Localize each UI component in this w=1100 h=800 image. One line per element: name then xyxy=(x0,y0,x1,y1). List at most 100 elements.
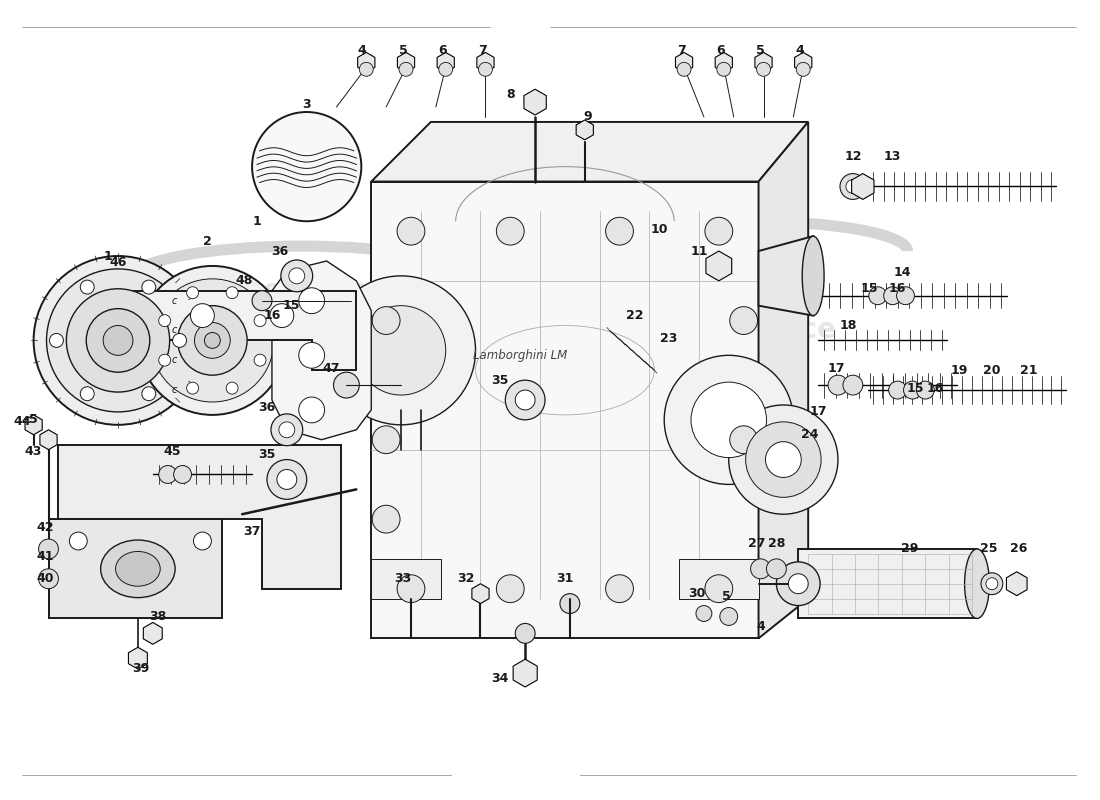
Text: eurosource: eurosource xyxy=(661,317,837,345)
Polygon shape xyxy=(759,236,813,315)
Circle shape xyxy=(903,381,922,399)
Circle shape xyxy=(846,179,860,194)
Text: 37: 37 xyxy=(243,525,261,538)
Polygon shape xyxy=(40,430,57,450)
Circle shape xyxy=(254,314,266,326)
Polygon shape xyxy=(372,122,808,182)
Circle shape xyxy=(39,569,58,589)
Text: 34: 34 xyxy=(492,671,509,685)
Circle shape xyxy=(505,380,544,420)
Circle shape xyxy=(678,62,691,76)
Text: 5: 5 xyxy=(723,590,732,603)
Polygon shape xyxy=(472,584,490,603)
Circle shape xyxy=(142,386,156,401)
Circle shape xyxy=(267,459,307,499)
Circle shape xyxy=(560,594,580,614)
Circle shape xyxy=(299,397,324,423)
Circle shape xyxy=(190,304,214,327)
Circle shape xyxy=(227,286,238,298)
Text: 42: 42 xyxy=(36,521,54,534)
Text: 15: 15 xyxy=(861,282,879,295)
Polygon shape xyxy=(524,89,547,115)
Circle shape xyxy=(151,279,274,402)
Text: 24: 24 xyxy=(802,428,818,442)
Polygon shape xyxy=(799,549,977,618)
Polygon shape xyxy=(513,659,537,687)
Text: 27: 27 xyxy=(748,538,766,550)
Text: 45: 45 xyxy=(164,445,182,458)
Text: 12: 12 xyxy=(844,150,861,163)
Circle shape xyxy=(34,256,202,425)
Polygon shape xyxy=(372,559,441,598)
Polygon shape xyxy=(706,251,732,281)
Circle shape xyxy=(869,286,887,305)
Circle shape xyxy=(691,382,767,458)
Text: 30: 30 xyxy=(689,587,706,600)
Polygon shape xyxy=(358,53,375,72)
Circle shape xyxy=(187,286,199,298)
Text: 4: 4 xyxy=(356,44,365,57)
Text: 47: 47 xyxy=(322,362,340,374)
Circle shape xyxy=(280,260,312,292)
Text: 6: 6 xyxy=(439,44,447,57)
Text: 16: 16 xyxy=(926,382,944,394)
Polygon shape xyxy=(143,622,162,644)
Text: 5: 5 xyxy=(398,44,407,57)
Circle shape xyxy=(327,276,475,425)
Circle shape xyxy=(289,268,305,284)
Ellipse shape xyxy=(116,551,161,586)
Text: 7: 7 xyxy=(676,44,685,57)
Circle shape xyxy=(279,422,295,438)
Circle shape xyxy=(719,607,738,626)
Circle shape xyxy=(757,62,770,76)
Circle shape xyxy=(767,559,786,578)
Text: 10: 10 xyxy=(650,222,668,236)
Polygon shape xyxy=(25,415,42,434)
Circle shape xyxy=(515,390,535,410)
Circle shape xyxy=(46,269,189,412)
Text: 31: 31 xyxy=(557,572,573,586)
Text: 39: 39 xyxy=(132,662,150,674)
Circle shape xyxy=(496,574,525,602)
Polygon shape xyxy=(133,290,356,370)
Polygon shape xyxy=(477,53,494,72)
Text: 32: 32 xyxy=(456,572,474,586)
Text: Lamborghini LM: Lamborghini LM xyxy=(473,349,568,362)
Text: 44: 44 xyxy=(13,415,31,428)
Text: eurosource: eurosource xyxy=(194,277,370,305)
Circle shape xyxy=(254,354,266,366)
Text: 43: 43 xyxy=(25,445,42,458)
Circle shape xyxy=(158,466,177,483)
Circle shape xyxy=(158,354,170,366)
Text: 26: 26 xyxy=(1010,542,1027,555)
Text: 18: 18 xyxy=(839,319,857,332)
Circle shape xyxy=(439,62,453,76)
Circle shape xyxy=(896,286,914,305)
Circle shape xyxy=(195,322,230,358)
Circle shape xyxy=(372,506,400,533)
Circle shape xyxy=(299,288,324,314)
Polygon shape xyxy=(48,519,222,618)
Text: 36: 36 xyxy=(258,402,276,414)
Text: c: c xyxy=(172,296,177,306)
Circle shape xyxy=(372,306,400,334)
Circle shape xyxy=(138,266,287,415)
Circle shape xyxy=(728,405,838,514)
Polygon shape xyxy=(851,174,874,199)
Circle shape xyxy=(840,174,866,199)
Text: 25: 25 xyxy=(980,542,998,555)
Text: 6: 6 xyxy=(716,44,725,57)
Polygon shape xyxy=(437,53,454,72)
Text: 41: 41 xyxy=(36,550,54,563)
Circle shape xyxy=(883,286,902,305)
Text: 2: 2 xyxy=(204,234,212,248)
Polygon shape xyxy=(372,182,759,638)
Text: 15: 15 xyxy=(283,299,300,312)
Circle shape xyxy=(705,218,733,245)
Text: 8: 8 xyxy=(506,88,515,101)
Circle shape xyxy=(478,62,493,76)
Text: c: c xyxy=(172,326,177,335)
Circle shape xyxy=(746,422,821,498)
Circle shape xyxy=(705,574,733,602)
Text: 17: 17 xyxy=(810,406,827,418)
